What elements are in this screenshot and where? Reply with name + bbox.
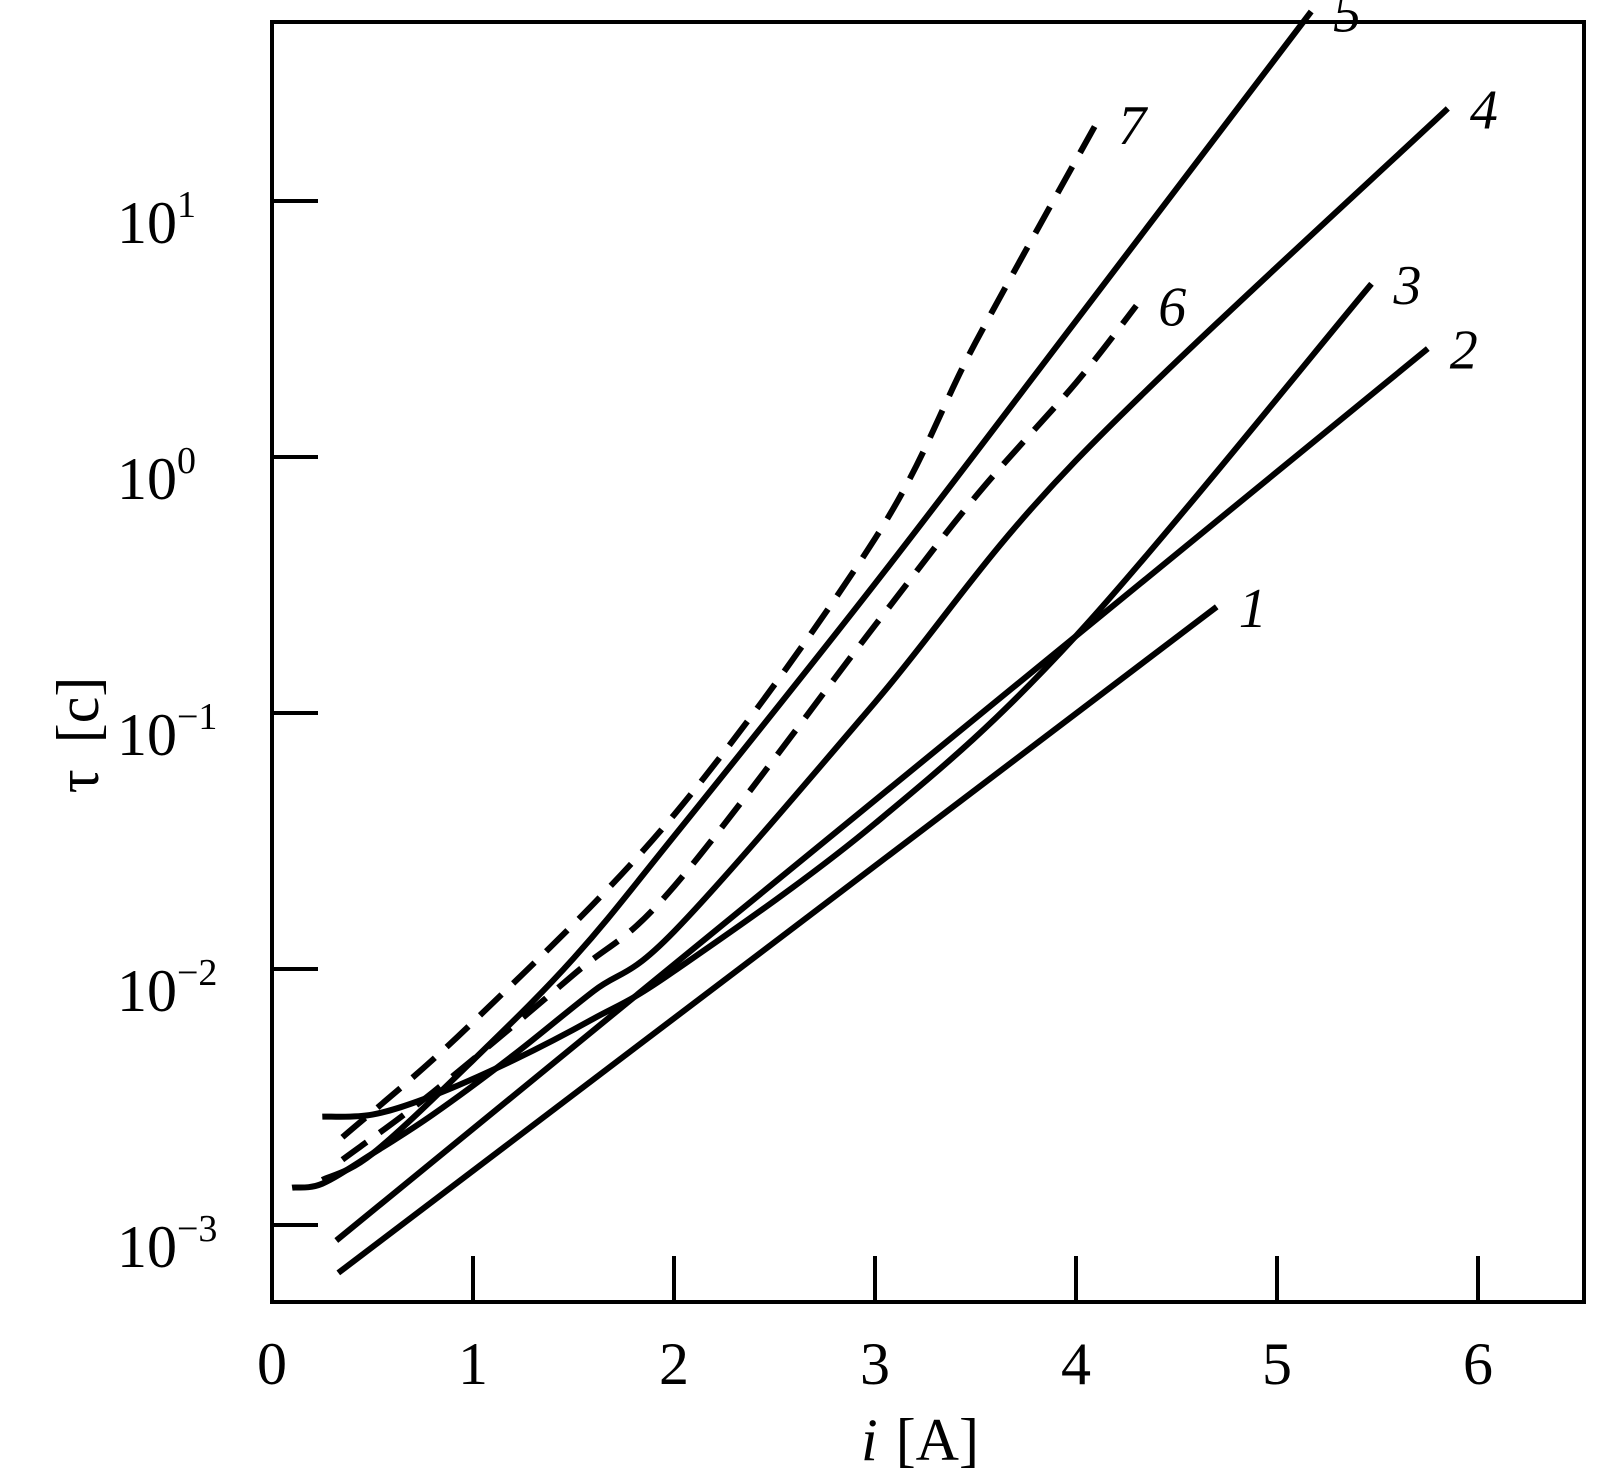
series-label-4: 4 bbox=[1470, 79, 1498, 141]
series-label-6: 6 bbox=[1158, 277, 1186, 339]
series-label-7: 7 bbox=[1118, 95, 1148, 157]
y-tick-label: 10−2 bbox=[117, 952, 217, 1024]
y-axis-title: τ[c] bbox=[45, 677, 111, 794]
plot-frame bbox=[270, 20, 1586, 1304]
y-tick-label: 101 bbox=[117, 184, 196, 256]
y-tick-label: 100 bbox=[117, 440, 196, 512]
series-line-6 bbox=[340, 303, 1139, 1163]
series-label-2: 2 bbox=[1450, 320, 1478, 382]
x-tick-label: 2 bbox=[659, 1331, 689, 1397]
x-tick-label: 4 bbox=[1061, 1331, 1091, 1397]
series-line-3 bbox=[322, 281, 1374, 1120]
x-tick-label: 5 bbox=[1262, 1331, 1292, 1397]
series-line-5 bbox=[320, 9, 1314, 1183]
x-axis-title: i [A] bbox=[861, 1407, 979, 1473]
series-label-5: 5 bbox=[1333, 0, 1361, 44]
y-tick-label: 10−1 bbox=[117, 696, 217, 768]
series-line-2 bbox=[334, 346, 1430, 1243]
series-label-3: 3 bbox=[1392, 255, 1421, 317]
x-tick-label: 3 bbox=[860, 1331, 890, 1397]
x-tick-label: 0 bbox=[257, 1331, 287, 1397]
series-line-1 bbox=[336, 604, 1219, 1276]
x-tick-label: 6 bbox=[1463, 1331, 1493, 1397]
x-tick-label: 1 bbox=[458, 1331, 488, 1397]
series-label-1: 1 bbox=[1239, 578, 1267, 640]
y-tick-label: 10−3 bbox=[117, 1208, 217, 1280]
